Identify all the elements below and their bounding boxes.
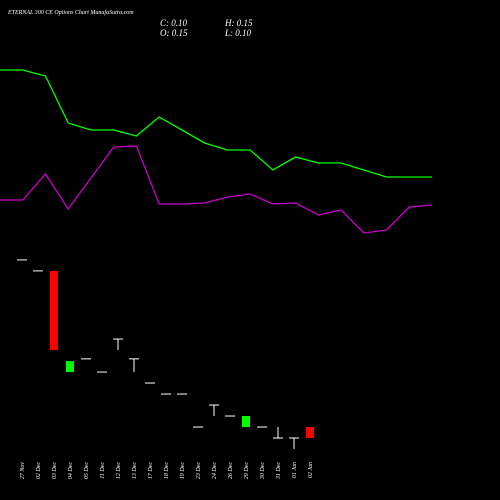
- x-tick-label: 04 Dec: [67, 462, 74, 479]
- ohlc-label: C: 0.10: [160, 18, 188, 28]
- candle-body: [50, 270, 58, 351]
- x-tick-label: 03 Dec: [52, 462, 58, 479]
- x-tick-label: 30 Dec: [260, 462, 266, 480]
- x-tick-label: 27 Nov: [20, 462, 26, 480]
- x-tick-label: 02 Jan: [308, 462, 314, 478]
- candle-body: [66, 361, 74, 373]
- x-tick-label: 29 Dec: [244, 462, 250, 479]
- x-tick-label: 19 Dec: [180, 462, 186, 479]
- x-tick-label: 11 Dec: [100, 462, 106, 479]
- x-tick-label: 31 Dec: [276, 462, 282, 480]
- candle-body: [306, 427, 314, 439]
- x-tick-label: 17 Dec: [148, 462, 154, 479]
- indicator-line: [0, 145, 433, 234]
- x-tick-label: 12 Dec: [116, 462, 122, 479]
- x-tick-label: 26 Dec: [228, 462, 234, 479]
- ohlc-label: L: 0.10: [224, 28, 252, 38]
- ohlc-label: H: 0.15: [224, 18, 253, 28]
- x-tick-label: 05 Dec: [84, 462, 90, 479]
- indicator-line: [0, 69, 432, 178]
- chart-title: ETERNAL 300 CE Options Chart MunafaSutra…: [7, 9, 134, 16]
- candle-body: [242, 416, 250, 428]
- ohlc-label: O: 0.15: [160, 28, 188, 38]
- x-tick-label: 02 Dec: [36, 462, 42, 479]
- x-tick-label: 13 Dec: [132, 462, 138, 479]
- x-tick-label: 18 Dec: [164, 462, 170, 479]
- x-tick-label: 23 Dec: [196, 462, 202, 479]
- x-tick-label: 01 Jan: [292, 462, 298, 478]
- x-tick-label: 24 Dec: [211, 462, 218, 479]
